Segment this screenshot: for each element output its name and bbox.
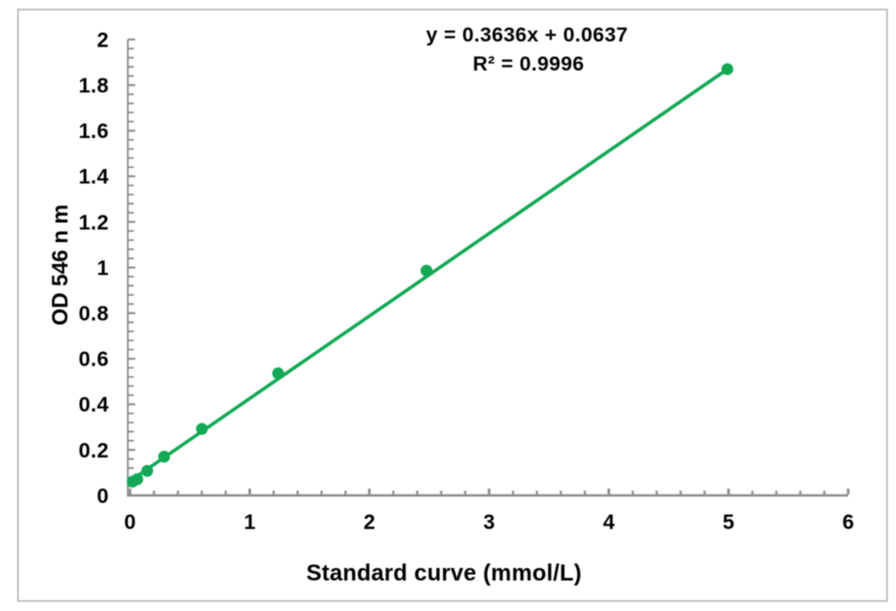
- svg-text:R² = 0.9996: R² = 0.9996: [473, 53, 585, 76]
- svg-text:2: 2: [97, 29, 109, 52]
- svg-text:0: 0: [97, 485, 109, 508]
- svg-text:5: 5: [723, 511, 735, 534]
- svg-text:y = 0.3636x + 0.0637: y = 0.3636x + 0.0637: [426, 24, 628, 47]
- svg-text:0.8: 0.8: [79, 303, 109, 326]
- svg-text:1: 1: [244, 511, 256, 534]
- svg-text:1: 1: [97, 257, 109, 280]
- svg-text:Standard curve (mmol/L): Standard curve (mmol/L): [306, 560, 582, 586]
- svg-text:0.2: 0.2: [79, 439, 109, 462]
- svg-text:2: 2: [364, 511, 376, 534]
- svg-text:3: 3: [483, 511, 495, 534]
- svg-text:1.8: 1.8: [79, 75, 109, 98]
- svg-text:OD 546 n m: OD 546 n m: [48, 204, 73, 325]
- svg-text:4: 4: [603, 511, 615, 534]
- svg-text:0: 0: [124, 511, 136, 534]
- svg-text:1.2: 1.2: [79, 211, 109, 234]
- svg-text:0.6: 0.6: [79, 348, 109, 371]
- svg-text:6: 6: [842, 511, 854, 534]
- svg-text:1.6: 1.6: [79, 120, 109, 143]
- svg-text:1.4: 1.4: [79, 166, 109, 189]
- svg-text:0.4: 0.4: [79, 394, 109, 417]
